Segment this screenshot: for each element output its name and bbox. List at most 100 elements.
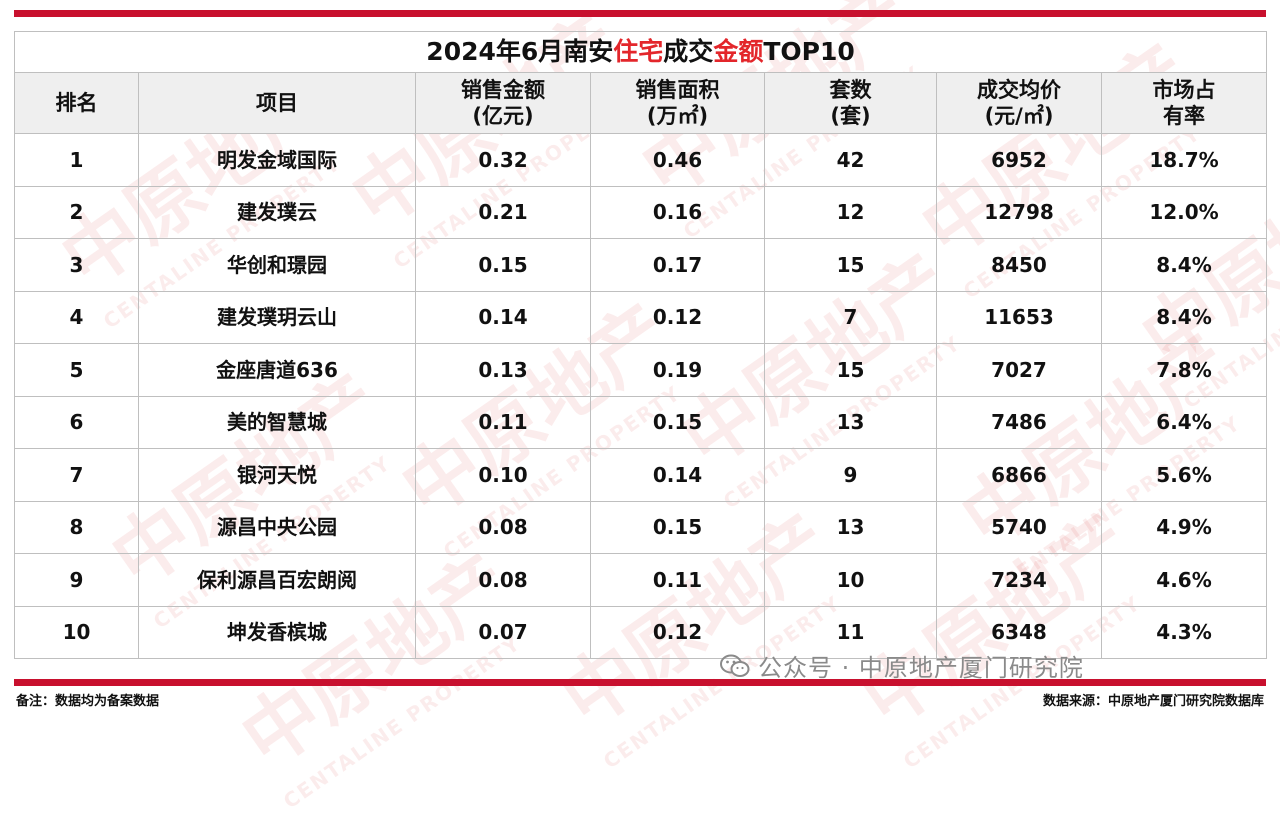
table-row: 4 建发璞玥云山 0.14 0.12 7 11653 8.4% xyxy=(14,290,1268,344)
project-cell: 明发金域国际 xyxy=(138,133,416,187)
units-cell: 9 xyxy=(764,448,937,502)
units-cell: 13 xyxy=(764,395,937,449)
units-cell: 15 xyxy=(764,238,937,292)
sales-amount-cell: 0.14 xyxy=(415,290,591,344)
wechat-icon xyxy=(720,654,750,677)
avg-price-cell: 6866 xyxy=(936,448,1102,502)
column-header-line1: 销售面积 xyxy=(635,78,720,102)
rank-cell: 4 xyxy=(14,290,139,344)
sales-area-cell: 0.16 xyxy=(590,185,765,239)
title-highlight-amount: 金额 xyxy=(713,37,764,66)
avg-price-cell: 7234 xyxy=(936,553,1102,607)
project-cell: 保利源昌百宏朗阅 xyxy=(138,553,416,607)
column-header: 排名 xyxy=(14,72,139,134)
sales-area-cell: 0.12 xyxy=(590,290,765,344)
units-cell: 10 xyxy=(764,553,937,607)
column-header-line1: 套数 xyxy=(829,78,872,102)
avg-price-cell: 11653 xyxy=(936,290,1102,344)
rank-cell: 5 xyxy=(14,343,139,397)
project-cell: 源昌中央公园 xyxy=(138,500,416,554)
project-cell: 建发璞云 xyxy=(138,185,416,239)
title-middle: 成交 xyxy=(663,37,714,66)
sales-area-cell: 0.46 xyxy=(590,133,765,187)
market-share-cell: 6.4% xyxy=(1100,395,1268,449)
sales-amount-cell: 0.10 xyxy=(415,448,591,502)
sales-amount-cell: 0.08 xyxy=(415,500,591,554)
column-header: 销售面积 (万㎡) xyxy=(590,72,765,134)
units-cell: 15 xyxy=(764,343,937,397)
table-row: 9 保利源昌百宏朗阅 0.08 0.11 10 7234 4.6% xyxy=(14,553,1268,607)
column-header: 项目 xyxy=(138,72,416,134)
project-cell: 建发璞玥云山 xyxy=(138,290,416,344)
avg-price-cell: 8450 xyxy=(936,238,1102,292)
sales-amount-cell: 0.07 xyxy=(415,605,591,659)
sales-area-cell: 0.15 xyxy=(590,500,765,554)
rank-cell: 10 xyxy=(14,605,139,659)
table-row: 1 明发金域国际 0.32 0.46 42 6952 18.7% xyxy=(14,133,1268,187)
sales-area-cell: 0.17 xyxy=(590,238,765,292)
column-header-line1: 项目 xyxy=(256,91,298,115)
units-cell: 13 xyxy=(764,500,937,554)
title-prefix: 2024年6月南安 xyxy=(426,37,614,66)
rank-cell: 9 xyxy=(14,553,139,607)
market-share-cell: 8.4% xyxy=(1100,238,1268,292)
project-cell: 华创和璟园 xyxy=(138,238,416,292)
sales-amount-cell: 0.11 xyxy=(415,395,591,449)
column-header-line1: 市场占 xyxy=(1152,78,1216,102)
rank-cell: 7 xyxy=(14,448,139,502)
market-share-cell: 12.0% xyxy=(1100,185,1268,239)
footer-note: 备注：数据均为备案数据 xyxy=(16,694,160,709)
units-cell: 42 xyxy=(764,133,937,187)
sales-area-cell: 0.19 xyxy=(590,343,765,397)
market-share-cell: 8.4% xyxy=(1100,290,1268,344)
market-share-cell: 4.9% xyxy=(1100,500,1268,554)
header-row: 排名 项目 销售金额 (亿元) 销售面积 (万㎡) 套数 (套) 成交均价 (元/㎡) 市场占 有率 xyxy=(14,72,1268,134)
table-title: 2024年6月南安住宅成交金额TOP10 xyxy=(13,31,1268,73)
sales-area-cell: 0.12 xyxy=(590,605,765,659)
sales-area-cell: 0.14 xyxy=(590,448,765,502)
market-share-cell: 4.6% xyxy=(1100,553,1268,607)
project-cell: 银河天悦 xyxy=(138,448,416,502)
sales-amount-cell: 0.13 xyxy=(415,343,591,397)
column-header-line2: (亿元) xyxy=(472,104,534,128)
table-body: 1 明发金域国际 0.32 0.46 42 6952 18.7% 2 建发璞云 0.21 0.16 1… xyxy=(14,133,1268,659)
table-row: 2 建发璞云 0.21 0.16 12 12798 12.0% xyxy=(14,185,1268,239)
sales-amount-cell: 0.21 xyxy=(415,185,591,239)
market-share-cell: 18.7% xyxy=(1100,133,1268,187)
title-highlight-residential: 住宅 xyxy=(613,37,664,66)
units-cell: 7 xyxy=(764,290,937,344)
sales-amount-cell: 0.32 xyxy=(415,133,591,187)
wechat-overlay: 公众号 · 中原地产厦门研究院 xyxy=(720,648,1084,683)
column-header: 销售金额 (亿元) xyxy=(415,72,591,134)
rank-cell: 8 xyxy=(14,500,139,554)
sales-amount-cell: 0.08 xyxy=(415,553,591,607)
table-row: 10 坤发香槟城 0.07 0.12 11 6348 4.3% xyxy=(14,605,1268,659)
avg-price-cell: 7027 xyxy=(936,343,1102,397)
project-cell: 美的智慧城 xyxy=(138,395,416,449)
bottom-accent-bar xyxy=(14,679,1266,686)
column-header-line2: (万㎡) xyxy=(646,104,709,128)
table-row: 8 源昌中央公园 0.08 0.15 13 5740 4.9% xyxy=(14,500,1268,554)
column-header-line1: 成交均价 xyxy=(977,78,1061,102)
column-header: 成交均价 (元/㎡) xyxy=(936,72,1102,134)
project-cell: 金座唐道636 xyxy=(138,343,416,397)
column-header: 套数 (套) xyxy=(764,72,937,134)
avg-price-cell: 12798 xyxy=(936,185,1102,239)
sales-area-cell: 0.11 xyxy=(590,553,765,607)
avg-price-cell: 5740 xyxy=(936,500,1102,554)
top-accent-bar xyxy=(14,10,1266,17)
wechat-account-text: 公众号 · 中原地产厦门研究院 xyxy=(758,654,1084,682)
column-header-line2: (套) xyxy=(830,104,871,128)
units-cell: 12 xyxy=(764,185,937,239)
column-header-line1: 排名 xyxy=(55,91,98,115)
column-header-line2: 有率 xyxy=(1163,104,1206,128)
table-row: 7 银河天悦 0.10 0.14 9 6866 5.6% xyxy=(14,448,1268,502)
column-header-line2: (元/㎡) xyxy=(984,104,1054,128)
market-share-cell: 7.8% xyxy=(1100,343,1268,397)
market-share-cell: 5.6% xyxy=(1100,448,1268,502)
column-header: 市场占 有率 xyxy=(1100,72,1268,134)
rank-cell: 2 xyxy=(14,185,139,239)
table-row: 5 金座唐道636 0.13 0.19 15 7027 7.8% xyxy=(14,343,1268,397)
ranking-table: 2024年6月南安住宅成交金额TOP10 排名 项目 销售金额 (亿元) 销售面积 (万㎡… xyxy=(13,31,1268,659)
sales-area-cell: 0.15 xyxy=(590,395,765,449)
